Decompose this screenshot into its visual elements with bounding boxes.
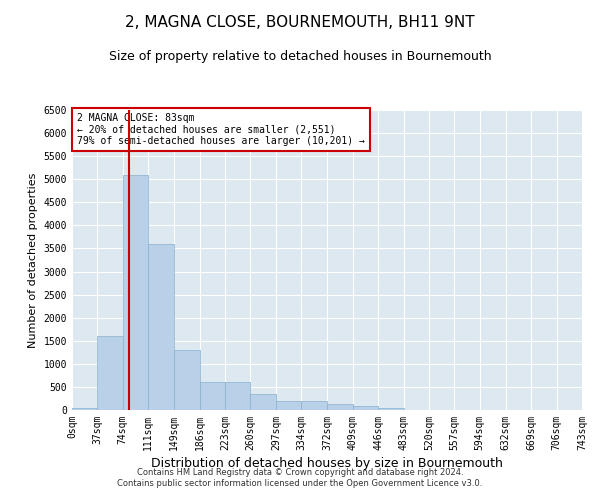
Bar <box>174 350 200 410</box>
Bar <box>276 401 301 410</box>
Bar <box>123 174 148 410</box>
Text: Size of property relative to detached houses in Bournemouth: Size of property relative to detached ho… <box>109 50 491 63</box>
Text: Contains HM Land Registry data © Crown copyright and database right 2024.
Contai: Contains HM Land Registry data © Crown c… <box>118 468 482 487</box>
Bar <box>301 401 328 410</box>
Bar <box>97 336 123 410</box>
Bar <box>148 244 174 410</box>
Bar <box>225 382 250 410</box>
Bar <box>72 408 97 410</box>
Y-axis label: Number of detached properties: Number of detached properties <box>28 172 38 348</box>
Bar <box>328 404 353 410</box>
Bar <box>378 408 404 410</box>
X-axis label: Distribution of detached houses by size in Bournemouth: Distribution of detached houses by size … <box>151 457 503 470</box>
Bar <box>250 394 276 410</box>
Text: 2 MAGNA CLOSE: 83sqm
← 20% of detached houses are smaller (2,551)
79% of semi-de: 2 MAGNA CLOSE: 83sqm ← 20% of detached h… <box>77 113 365 146</box>
Bar <box>200 382 225 410</box>
Text: 2, MAGNA CLOSE, BOURNEMOUTH, BH11 9NT: 2, MAGNA CLOSE, BOURNEMOUTH, BH11 9NT <box>125 15 475 30</box>
Bar <box>353 406 378 410</box>
